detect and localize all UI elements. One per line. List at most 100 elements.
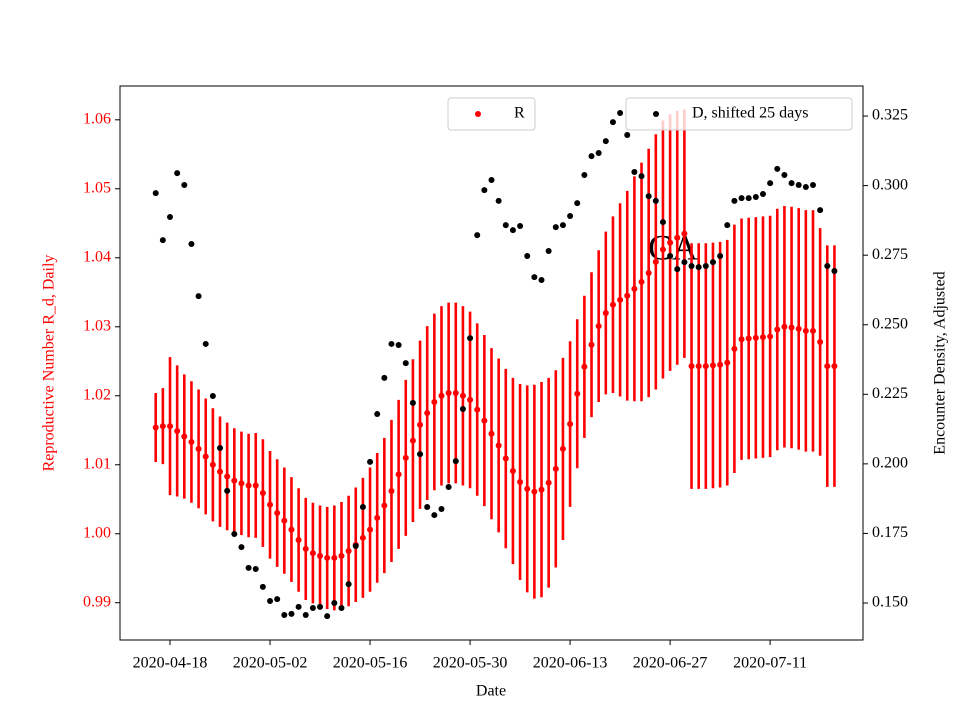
point [395, 342, 402, 349]
point [517, 479, 524, 486]
point [624, 292, 631, 299]
point [345, 581, 352, 588]
y-tick-label: 1.02 [83, 386, 111, 403]
point [402, 360, 409, 367]
legend: D, shifted 25 days [625, 97, 853, 131]
point [231, 477, 238, 484]
point [659, 246, 666, 253]
point [267, 501, 274, 508]
x-tick-label: 2020-05-16 [333, 655, 408, 672]
point [381, 374, 388, 381]
point [745, 195, 752, 202]
point [731, 345, 738, 352]
y-axis-label: Reproductive Number R_d, Daily [41, 255, 58, 472]
point [688, 363, 695, 370]
point [652, 258, 659, 265]
legend-box [447, 97, 536, 131]
point [524, 253, 531, 260]
point [517, 222, 524, 229]
point [459, 392, 466, 399]
point [681, 259, 688, 266]
point [152, 424, 159, 431]
point [574, 200, 581, 207]
point [695, 363, 702, 370]
point [452, 458, 459, 465]
point [309, 605, 316, 612]
y-tick-label: 1.06 [83, 110, 111, 127]
point [752, 194, 759, 201]
point [445, 483, 452, 490]
point [381, 502, 388, 509]
point [745, 335, 752, 342]
point [831, 268, 838, 275]
point [567, 212, 574, 219]
point [217, 445, 224, 452]
point [238, 544, 245, 551]
point [388, 340, 395, 347]
x-tick-label: 2020-06-27 [633, 655, 708, 672]
point [274, 596, 281, 603]
point [545, 479, 552, 486]
point [374, 514, 381, 521]
point [359, 534, 366, 541]
legend: R [447, 97, 536, 131]
point [667, 239, 674, 246]
point [552, 224, 559, 231]
point [424, 503, 431, 510]
point [545, 248, 552, 255]
y2-axis-label: Encounter Density, Adjusted [932, 271, 949, 454]
y2-tick-label: 0.250 [872, 315, 908, 332]
point [302, 545, 309, 552]
point [238, 480, 245, 487]
point [645, 193, 652, 200]
point [424, 410, 431, 417]
point [674, 234, 681, 241]
y2-tick-label: 0.300 [872, 176, 908, 193]
point [738, 195, 745, 202]
point [531, 274, 538, 281]
point [824, 363, 831, 370]
point [217, 468, 224, 475]
x-tick-label: 2020-07-11 [733, 655, 807, 672]
point [388, 487, 395, 494]
legend-label: R [514, 105, 525, 122]
point [195, 293, 202, 300]
point [795, 325, 802, 332]
point [809, 327, 816, 334]
point [431, 512, 438, 519]
point [474, 406, 481, 413]
point [359, 503, 366, 510]
x-tick-label: 2020-05-02 [233, 655, 308, 672]
point [509, 227, 516, 234]
point [617, 296, 624, 303]
point [495, 442, 502, 449]
point [588, 341, 595, 348]
point [167, 423, 174, 430]
point [295, 536, 302, 543]
point [467, 396, 474, 403]
point [581, 172, 588, 179]
y-tick-label: 1.00 [83, 524, 111, 541]
point [445, 390, 452, 397]
point [195, 445, 202, 452]
point [295, 603, 302, 610]
point [731, 197, 738, 204]
point [481, 187, 488, 194]
point [624, 131, 631, 138]
point [281, 517, 288, 524]
point [588, 153, 595, 160]
point [181, 433, 188, 440]
point [817, 338, 824, 345]
legend-marker [475, 111, 481, 117]
point [717, 361, 724, 368]
point [809, 182, 816, 189]
point [459, 406, 466, 413]
point [438, 505, 445, 512]
point [767, 180, 774, 187]
point [724, 359, 731, 366]
point [788, 324, 795, 331]
point [559, 445, 566, 452]
x-tick-label: 2020-04-18 [133, 655, 208, 672]
point [638, 278, 645, 285]
